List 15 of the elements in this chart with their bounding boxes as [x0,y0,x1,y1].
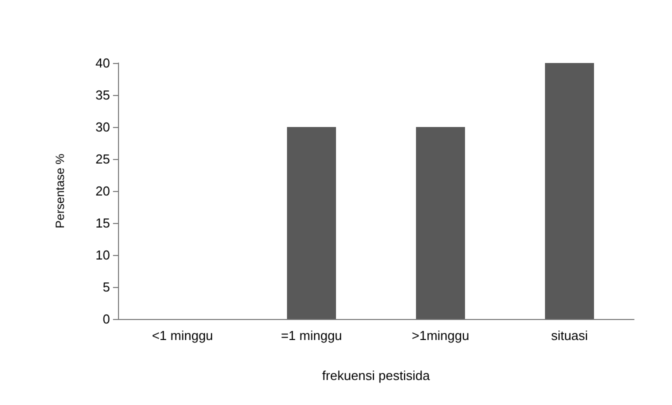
y-tick-label: 20 [96,184,110,198]
x-tick-label: >1minggu [412,328,470,343]
x-axis-title: frekuensi pestisida [322,368,431,383]
y-axis-title: Persentase % [53,153,67,228]
y-tick-label: 25 [96,152,110,166]
y-tick-label: 30 [96,120,110,134]
y-tick-label: 15 [96,216,110,230]
x-tick-label: =1 minggu [280,328,342,343]
y-tick-label: 10 [96,248,110,262]
x-tick-label: situasi [551,328,588,343]
x-tick-label: <1 minggu [152,328,214,343]
y-tick-label: 40 [96,56,110,70]
y-tick-label: 35 [96,88,110,102]
y-tick-label: 5 [102,280,110,294]
y-tick-label: 0 [102,312,110,326]
